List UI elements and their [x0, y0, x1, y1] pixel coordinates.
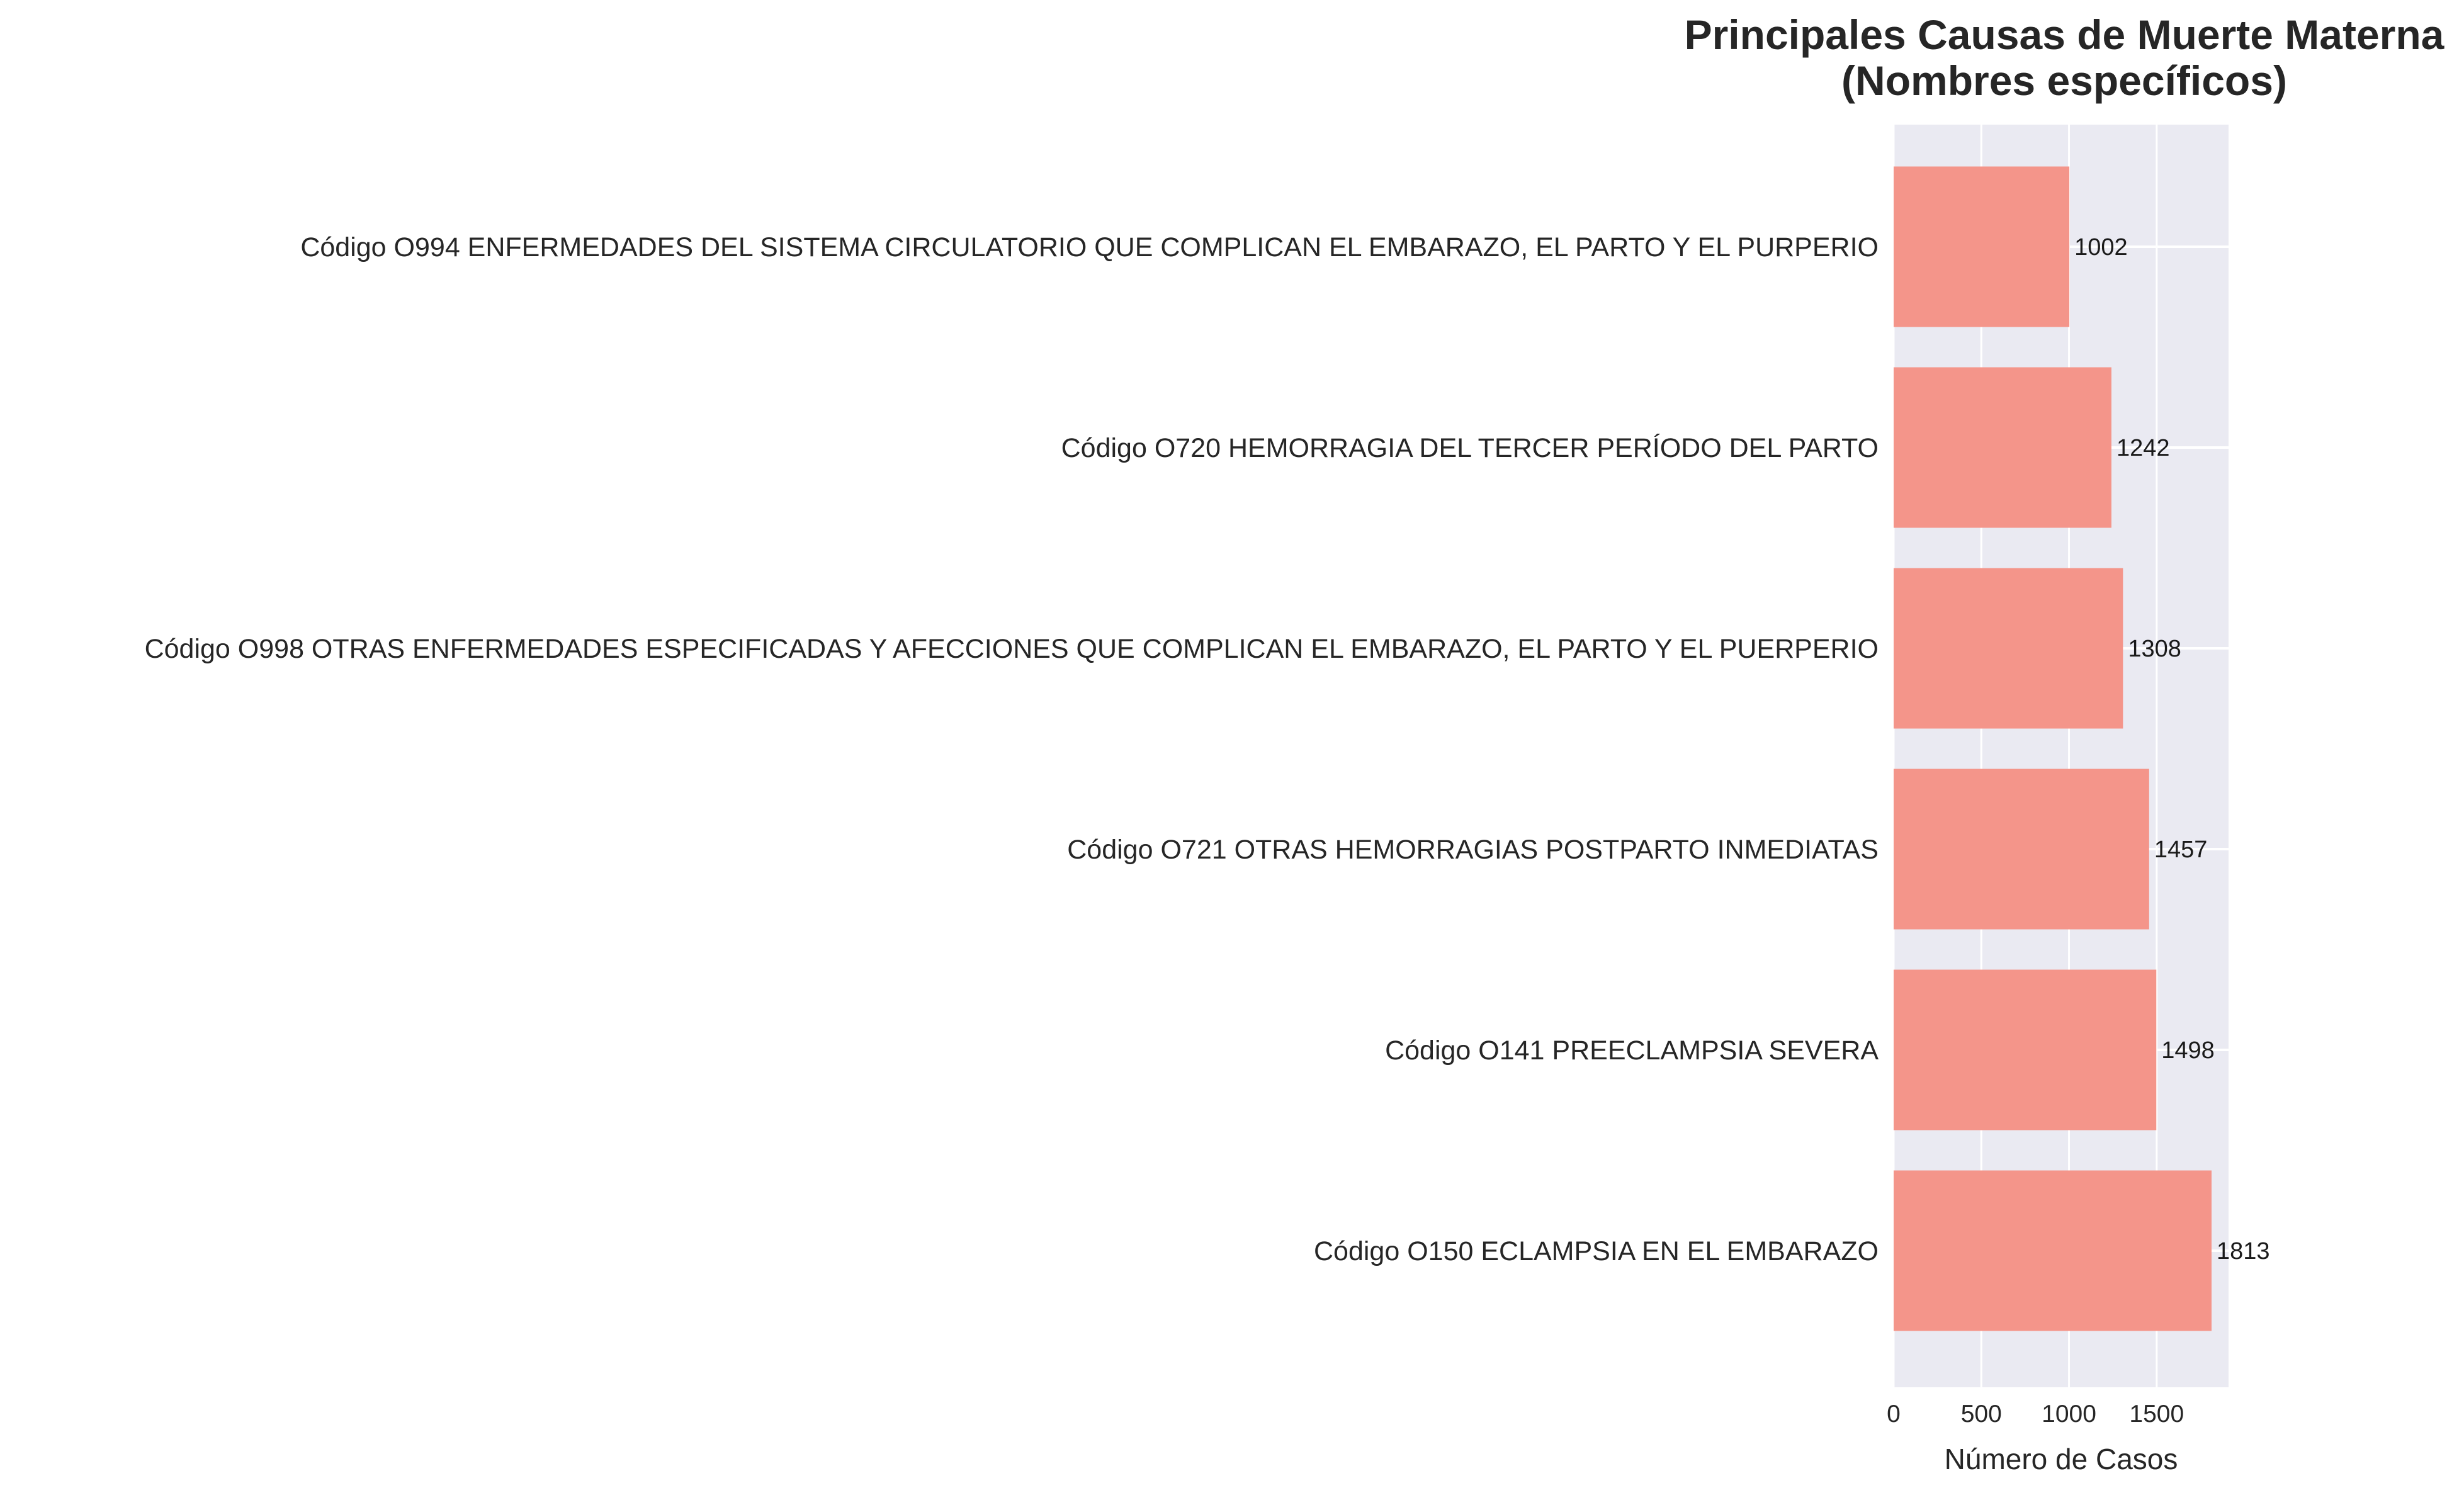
- category-label-1: Código O720 HEMORRAGIA DEL TERCER PERÍOD…: [1061, 433, 1879, 463]
- bar-value-label-4: 1498: [2161, 1037, 2215, 1064]
- bar-1: [1894, 367, 2111, 528]
- bar-2: [1894, 568, 2123, 729]
- bar-value-label-3: 1457: [2154, 837, 2208, 863]
- bar-value-label-5: 1813: [2217, 1238, 2270, 1265]
- x-tick-label-0: 0: [1887, 1401, 1901, 1428]
- bar-4: [1894, 969, 2157, 1130]
- category-label-5: Código O150 ECLAMPSIA EN EL EMBARAZO: [1314, 1236, 1879, 1266]
- bar-value-label-2: 1308: [2128, 636, 2181, 662]
- x-axis-title-group: Número de Casos: [1945, 1443, 2178, 1475]
- bar-0: [1894, 166, 2070, 327]
- bar-value-label-1: 1242: [2116, 435, 2170, 461]
- chart-title-line-2: (Nombres específicos): [1841, 57, 2287, 104]
- x-axis-title: Número de Casos: [1945, 1443, 2178, 1475]
- chart-title-line-1: Principales Causas de Muerte Materna: [1685, 11, 2445, 58]
- bar-value-label-0: 1002: [2074, 234, 2128, 261]
- x-axis-ticks: 0 500 1000 1500: [1887, 1401, 2184, 1428]
- category-label-4: Código O141 PREECLAMPSIA SEVERA: [1385, 1035, 1879, 1066]
- x-tick-label-1: 500: [1961, 1401, 2002, 1428]
- category-label-2: Código O998 OTRAS ENFERMEDADES ESPECIFIC…: [145, 634, 1879, 664]
- category-label-3: Código O721 OTRAS HEMORRAGIAS POSTPARTO …: [1067, 835, 1879, 865]
- bar-5: [1894, 1170, 2212, 1331]
- category-labels: Código O994 ENFERMEDADES DEL SISTEMA CIR…: [145, 232, 1879, 1266]
- bar-3: [1894, 769, 2149, 930]
- x-tick-label-2: 1000: [2042, 1401, 2096, 1428]
- category-label-0: Código O994 ENFERMEDADES DEL SISTEMA CIR…: [300, 232, 1879, 262]
- plot-area: 1002 1242 1308 1457 1498 1813: [1892, 125, 2270, 1387]
- x-tick-label-3: 1500: [2129, 1401, 2184, 1428]
- chart-title-group: Principales Causas de Muerte Materna(Nom…: [1685, 11, 2445, 104]
